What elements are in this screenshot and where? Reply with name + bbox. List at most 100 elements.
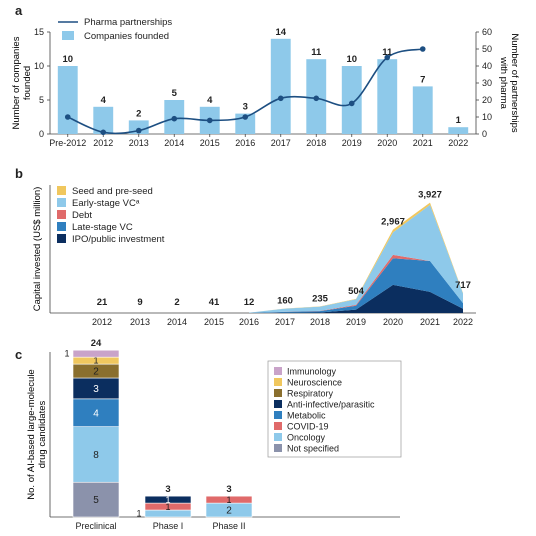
point-pharma-partnerships (171, 115, 178, 122)
x-tick-label: Phase II (212, 521, 245, 531)
legend-label: Pharma partnerships (84, 17, 172, 28)
bar-segment (72, 481, 120, 518)
total-value-label: 12 (244, 297, 255, 308)
bar-value-label: 14 (275, 27, 286, 38)
y-tick-label-right: 30 (482, 78, 492, 88)
x-tick-label: 2020 (383, 317, 403, 327)
total-value-label: 235 (312, 293, 329, 304)
segment-value-label: 1 (165, 502, 170, 512)
x-tick-label: Preclinical (75, 521, 116, 531)
bar-companies-founded (377, 59, 398, 135)
y-axis-label-right-line: Number of partnerships (509, 33, 520, 133)
y-tick-label-right: 0 (482, 129, 487, 139)
legend-box (267, 360, 402, 458)
total-value-label: 504 (348, 286, 365, 297)
legend-swatch (274, 433, 282, 441)
segment-value-label: 2 (226, 506, 232, 517)
total-value-label: 9 (137, 297, 142, 308)
panel-b: b Capital invested (US$ million) 2012 21 201… (15, 166, 476, 327)
bar-value-label: 4 (101, 95, 107, 106)
x-tick-label: 2012 (93, 138, 113, 148)
segment-value-label: 5 (93, 495, 99, 506)
bar-companies-founded (57, 66, 78, 134)
total-value-label: 2 (174, 297, 179, 308)
legend-swatch (274, 411, 282, 419)
x-tick-label: 2016 (235, 138, 255, 148)
legend-swatch (57, 198, 66, 207)
legend-swatch (57, 222, 66, 231)
x-tick-label: Phase I (153, 521, 184, 531)
x-tick-label: 2018 (306, 138, 326, 148)
point-pharma-partnerships (242, 114, 249, 120)
bar-value-label: 4 (207, 95, 213, 106)
y-axis-label-line: drug candidates (37, 400, 48, 468)
x-tick-label: 2016 (239, 317, 259, 327)
segment-value-label: 1 (136, 509, 141, 519)
legend-swatch (274, 378, 282, 386)
bar-companies-founded (412, 86, 433, 134)
y-tick-label-right: 60 (482, 27, 492, 37)
segment-value-label: 1 (64, 349, 69, 359)
segment-value-label: 1 (165, 495, 170, 505)
bar-companies-founded (448, 127, 469, 134)
total-value-label: 21 (97, 297, 108, 308)
y-tick-label-right: 10 (482, 112, 492, 122)
y-tick-label-left: 10 (34, 61, 44, 71)
bar-companies-founded (341, 66, 362, 134)
legend-label: Respiratory (287, 389, 334, 399)
bar-segment (205, 495, 253, 504)
legend-label: Early-stage VCᵃ (72, 198, 140, 209)
total-value-label: 3 (165, 484, 170, 495)
x-tick-label: 2022 (453, 317, 473, 327)
panel-label-a: a (15, 3, 23, 18)
panel-label-b: b (15, 166, 23, 181)
y-axis-label-right: Number of partnershipswith pharma (498, 33, 520, 133)
point-pharma-partnerships (348, 100, 355, 107)
y-tick-label-right: 20 (482, 95, 492, 105)
y-tick-label-right: 40 (482, 61, 492, 71)
legend-label: Late-stage VC (72, 222, 133, 233)
legend-swatch (274, 400, 282, 408)
x-tick-label: 2021 (420, 317, 440, 327)
segment-value-label: 1 (93, 356, 98, 366)
segment-value-label: 8 (93, 450, 99, 461)
legend-label: Neuroscience (287, 378, 342, 388)
x-tick-label: 2022 (448, 138, 468, 148)
legend-swatch (57, 234, 66, 243)
point-pharma-partnerships (277, 95, 284, 102)
y-tick-label-left: 0 (39, 129, 44, 139)
bar-companies-founded (93, 106, 114, 134)
y-tick-label-left: 15 (34, 27, 44, 37)
legend-swatch (57, 210, 66, 219)
y-axis-label-left-line: founded (22, 66, 33, 100)
total-value-label: 160 (277, 296, 293, 307)
x-tick-label: 2021 (413, 138, 433, 148)
legend-label: Metabolic (287, 411, 326, 421)
bar-value-label: 5 (172, 88, 178, 99)
legend-label: Not specified (287, 444, 339, 454)
x-tick-label: 2020 (377, 138, 397, 148)
x-tick-label: 2012 (92, 317, 112, 327)
legend-label: Companies founded (84, 31, 169, 42)
point-pharma-partnerships (64, 114, 71, 120)
y-axis-label-line: No. of AI-based large-molecule (26, 369, 37, 499)
bar-segment (72, 426, 120, 483)
x-tick-label: 2017 (271, 138, 291, 148)
y-axis-label: No. of AI-based large-moleculedrug candi… (26, 369, 48, 499)
y-tick-label-right: 50 (482, 44, 492, 54)
legend-label: IPO/public investment (72, 234, 165, 245)
x-tick-label: 2015 (200, 138, 220, 148)
x-tick-label: 2015 (204, 317, 224, 327)
legend-label: Seed and pre-seed (72, 186, 153, 197)
point-pharma-partnerships (419, 46, 426, 52)
total-value-label: 3,927 (418, 190, 442, 201)
x-tick-label: Pre-2012 (49, 138, 86, 148)
x-tick-label: 2013 (130, 317, 150, 327)
legend-swatch (274, 389, 282, 397)
total-value-label: 41 (209, 297, 220, 308)
point-pharma-partnerships (206, 117, 213, 124)
x-tick-label: 2018 (310, 317, 330, 327)
area-early-stage-vc- (249, 204, 463, 313)
